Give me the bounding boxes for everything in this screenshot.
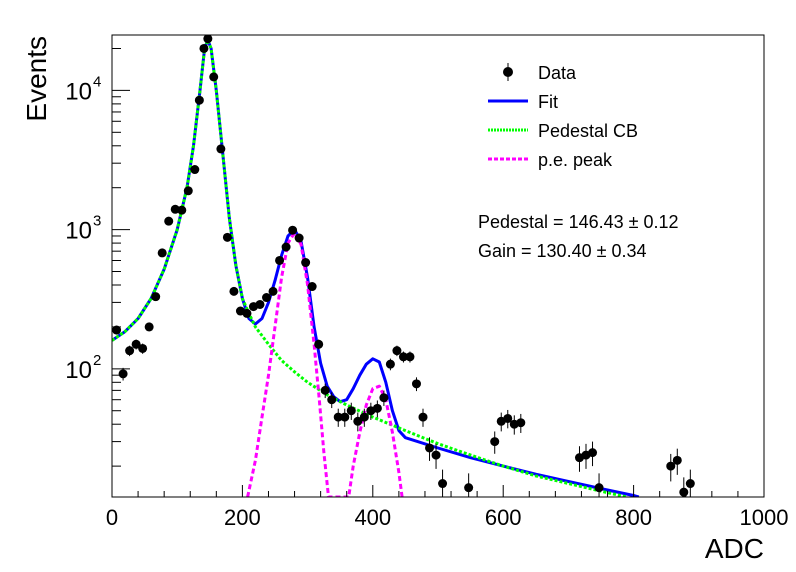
data-point — [398, 352, 408, 362]
data-point — [203, 35, 213, 44]
x-axis-label: ADC — [705, 533, 764, 564]
data-point — [307, 282, 317, 292]
data-point — [301, 258, 311, 268]
y-axis-label: Events — [21, 36, 52, 122]
data-point — [425, 443, 435, 453]
legend-marker — [503, 67, 513, 77]
data-point — [288, 225, 298, 235]
data-point — [490, 437, 500, 447]
x-tick-label: 1000 — [740, 505, 789, 530]
data-point — [216, 144, 226, 154]
data-point — [353, 416, 363, 426]
data-point — [255, 299, 265, 309]
data-point — [679, 487, 689, 497]
legend-label: p.e. peak — [538, 150, 613, 170]
series-line-p-e-peak — [246, 231, 404, 497]
legend: Data Fit Pedestal CB p.e. peak — [488, 63, 638, 170]
data-point — [199, 43, 209, 53]
data-point — [418, 412, 428, 422]
data-point — [294, 233, 304, 243]
y-tick-label: 10 — [65, 218, 92, 245]
data-point — [588, 448, 598, 458]
data-point — [385, 359, 395, 369]
legend-label: Pedestal CB — [538, 121, 638, 141]
data-point — [177, 205, 187, 215]
data-point — [685, 479, 695, 489]
data-point — [327, 395, 337, 405]
data-point — [131, 339, 141, 349]
x-tick-label: 0 — [106, 505, 118, 530]
data-point — [118, 369, 128, 379]
data-point — [194, 95, 204, 105]
plot-frame — [111, 34, 765, 498]
data-point — [672, 455, 682, 465]
data-point — [183, 186, 193, 196]
y-tick-exponent: 2 — [93, 352, 101, 369]
data-point — [151, 292, 161, 302]
data-point — [431, 450, 441, 460]
data-point — [275, 255, 285, 265]
y-tick-label: 10 — [65, 357, 92, 384]
data-point — [405, 352, 415, 362]
data-point — [125, 346, 135, 356]
data-point — [157, 248, 167, 258]
y-tick-exponent: 4 — [93, 73, 101, 90]
x-tick-label: 800 — [615, 505, 652, 530]
legend-label: Data — [538, 63, 577, 83]
data-point — [164, 216, 174, 226]
y-tick-exponent: 3 — [93, 213, 101, 230]
data-point — [222, 232, 232, 242]
data-point — [190, 165, 200, 175]
data-point — [372, 403, 382, 413]
data-point — [392, 346, 402, 356]
data-point — [112, 325, 122, 335]
data-point — [379, 393, 389, 403]
data-point — [138, 343, 148, 353]
x-tick-label: 600 — [485, 505, 522, 530]
data-point — [314, 339, 324, 349]
data-point — [666, 461, 676, 471]
data-point — [242, 308, 252, 318]
data-point — [144, 322, 154, 332]
data-point — [594, 483, 604, 493]
data-point — [340, 412, 350, 422]
annotation-gain: Gain = 130.40 ± 0.34 — [478, 241, 647, 261]
data-point — [209, 72, 219, 82]
legend-label: Fit — [538, 92, 558, 112]
y-tick-label: 10 — [65, 78, 92, 105]
data-point — [268, 286, 278, 296]
data-point — [281, 242, 291, 252]
plot-area — [112, 35, 695, 497]
x-tick-label: 400 — [354, 505, 391, 530]
data-point — [503, 413, 513, 423]
data-point — [346, 406, 356, 416]
data-point — [359, 412, 369, 422]
data-point — [464, 483, 474, 493]
data-point — [229, 286, 239, 296]
data-point — [333, 412, 343, 422]
data-point — [438, 479, 448, 489]
data-point — [262, 293, 272, 303]
x-tick-label: 200 — [224, 505, 261, 530]
data-point — [411, 379, 421, 389]
annotation-pedestal: Pedestal = 146.43 ± 0.12 — [478, 212, 679, 232]
data-point — [516, 418, 526, 428]
data-point — [320, 385, 330, 395]
